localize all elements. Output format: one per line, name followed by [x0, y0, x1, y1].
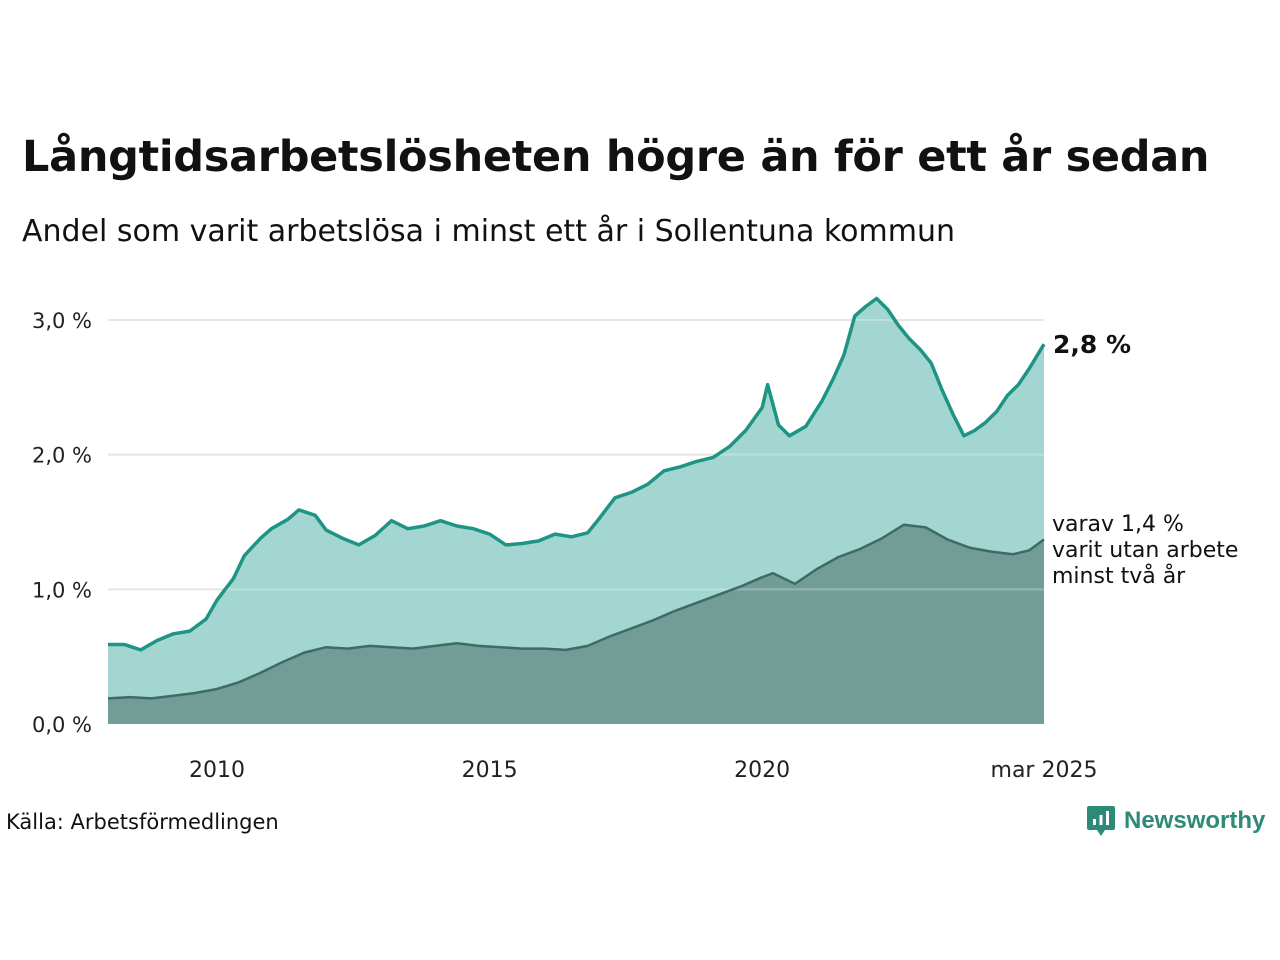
- long-term-line: [107, 523, 1045, 700]
- y-tick-label: 0,0 %: [32, 713, 92, 737]
- brand-logo: Newsworthy: [1086, 804, 1265, 838]
- long-term-end-label-line: varav 1,4 %: [1052, 512, 1184, 537]
- total-end-label: 2,8 %: [1053, 330, 1131, 359]
- newsworthy-logo-icon: [1087, 806, 1115, 836]
- x-tick-label: mar 2025: [991, 758, 1098, 783]
- source-note: Källa: Arbetsförmedlingen: [6, 810, 279, 834]
- y-tick-label: 1,0 %: [32, 578, 92, 602]
- x-tick-label: 2015: [462, 758, 518, 783]
- y-tick-label: 2,0 %: [32, 444, 92, 468]
- long-term-end-label-line: minst två år: [1052, 563, 1186, 589]
- y-tick-label: 3,0 %: [32, 309, 92, 333]
- total-line: [108, 296, 1046, 652]
- long-term-end-label-line: varit utan arbete: [1052, 538, 1238, 563]
- brand-name: Newsworthy: [1124, 807, 1266, 834]
- chart-title: Långtidsarbetslösheten högre än för ett …: [22, 132, 1210, 182]
- x-tick-label: 2020: [734, 758, 790, 783]
- chart-subtitle: Andel som varit arbetslösa i minst ett å…: [22, 214, 956, 249]
- area-chart: 0,0 % 1,0 % 2,0 % 3,0 % 2010 2015 2020 mar 2025…: [32, 296, 1238, 783]
- x-tick-label: 2010: [189, 758, 245, 783]
- axis-labels: 0,0 % 1,0 % 2,0 % 3,0 % 2010 2015 2020 mar 2025: [32, 309, 1098, 783]
- series-areas: [107, 296, 1046, 724]
